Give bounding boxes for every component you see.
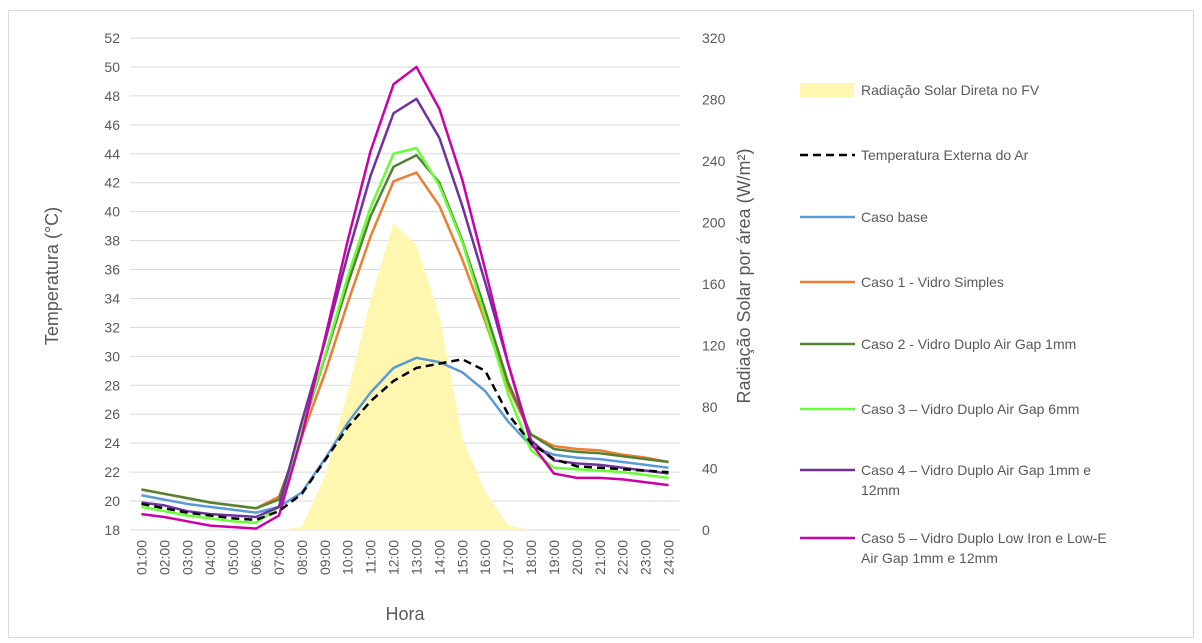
y2-tick-label: 320 <box>702 30 726 46</box>
x-tick-label: 09:00 <box>317 540 333 575</box>
x-tick-label: 14:00 <box>431 540 447 575</box>
legend-label: 12mm <box>861 482 900 498</box>
x-tick-label: 05:00 <box>225 540 241 575</box>
y-tick-label: 26 <box>104 406 120 422</box>
legend-label: Caso base <box>861 209 928 225</box>
y-tick-label: 42 <box>104 175 120 191</box>
x-tick-label: 03:00 <box>179 540 195 575</box>
y2-tick-label: 40 <box>702 461 718 477</box>
x-tick-label: 02:00 <box>156 540 172 575</box>
y-tick-label: 30 <box>104 348 120 364</box>
y-tick-label: 50 <box>104 59 120 75</box>
x-axis-ticks: 01:00 02:00 03:00 04:00 05:00 06:00 07:00 08:00… <box>133 540 676 575</box>
y2-tick-label: 0 <box>702 522 710 538</box>
x-tick-label: 17:00 <box>500 540 516 575</box>
x-tick-label: 06:00 <box>248 540 264 575</box>
legend-label: Radiação Solar Direta no FV <box>861 82 1040 98</box>
y-tick-label: 52 <box>104 30 120 46</box>
y-axis-right-title: Radiação Solar por área (W/m²) <box>734 148 754 403</box>
y2-tick-label: 200 <box>702 215 726 231</box>
y-tick-label: 36 <box>104 262 120 278</box>
legend-label: Caso 1 - Vidro Simples <box>861 274 1004 290</box>
legend-label: Air Gap 1mm e 12mm <box>861 550 998 566</box>
x-tick-label: 10:00 <box>340 540 356 575</box>
y2-tick-label: 120 <box>702 338 726 354</box>
chart-frame <box>8 10 1194 638</box>
y-axis-left-title: Temperatura (°C) <box>42 207 62 345</box>
legend-label: Caso 2 - Vidro Duplo Air Gap 1mm <box>861 336 1076 352</box>
y-tick-label: 38 <box>104 233 120 249</box>
x-tick-label: 12:00 <box>386 540 402 575</box>
x-tick-label: 13:00 <box>408 540 424 575</box>
y2-tick-label: 240 <box>702 153 726 169</box>
legend-swatch-area <box>800 83 854 97</box>
x-tick-label: 11:00 <box>363 540 379 574</box>
legend-label: Temperatura Externa do Ar <box>861 147 1029 163</box>
y-tick-label: 28 <box>104 377 120 393</box>
legend-label: Caso 3 – Vidro Duplo Air Gap 6mm <box>861 401 1079 417</box>
y-axis-right-ticks: 0 40 80 120 160 200 240 280 320 <box>702 30 726 538</box>
y2-tick-label: 160 <box>702 276 726 292</box>
series-line-1 <box>141 356 669 514</box>
y-tick-label: 34 <box>104 290 120 306</box>
x-tick-label: 24:00 <box>661 540 677 575</box>
legend-label: Caso 4 – Vidro Duplo Air Gap 1mm e <box>861 462 1091 478</box>
x-tick-label: 19:00 <box>546 540 562 575</box>
x-tick-label: 22:00 <box>615 540 631 575</box>
x-tick-label: 16:00 <box>477 540 493 575</box>
y2-tick-label: 280 <box>702 92 726 108</box>
y-tick-label: 18 <box>104 522 120 538</box>
x-tick-label: 04:00 <box>202 540 218 575</box>
x-tick-label: 15:00 <box>454 540 470 575</box>
series-lines <box>141 65 669 530</box>
x-tick-label: 18:00 <box>523 540 539 575</box>
series-line-0 <box>141 357 669 522</box>
x-tick-label: 21:00 <box>592 540 608 575</box>
legend-label: Caso 5 – Vidro Duplo Low Iron e Low-E <box>861 530 1107 546</box>
x-axis-title: Hora <box>385 604 425 624</box>
series-line-6 <box>141 65 669 530</box>
series-line-4 <box>141 146 669 525</box>
legend: Radiação Solar Direta no FV Temperatura E… <box>800 82 1107 566</box>
radiation-area <box>141 222 669 530</box>
series-line-3 <box>141 153 669 510</box>
y-axis-left-ticks: 18 20 22 24 26 28 30 32 34 36 38 40 42 44 46 48 50 52 <box>104 30 120 538</box>
radiation-area-layer <box>141 222 669 530</box>
y-tick-label: 44 <box>104 146 120 162</box>
x-tick-label: 01:00 <box>133 540 149 575</box>
y2-tick-label: 80 <box>702 399 718 415</box>
y-tick-label: 40 <box>104 204 120 220</box>
y-tick-label: 24 <box>104 435 120 451</box>
y-tick-label: 46 <box>104 117 120 133</box>
y-tick-label: 20 <box>104 493 120 509</box>
y-tick-label: 32 <box>104 319 120 335</box>
y-tick-label: 22 <box>104 464 120 480</box>
series-line-5 <box>141 97 669 519</box>
x-tick-label: 20:00 <box>569 540 585 575</box>
gridlines <box>130 37 680 531</box>
y-tick-label: 48 <box>104 88 120 104</box>
x-tick-label: 08:00 <box>294 540 310 575</box>
x-tick-label: 23:00 <box>638 540 654 575</box>
x-tick-label: 07:00 <box>271 540 287 575</box>
